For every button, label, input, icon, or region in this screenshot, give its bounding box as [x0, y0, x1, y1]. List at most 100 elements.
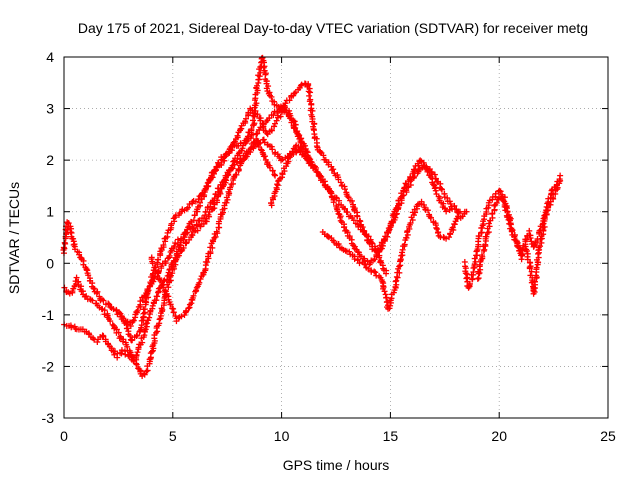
data-point	[388, 218, 395, 225]
data-point	[142, 292, 149, 299]
data-point	[533, 264, 540, 271]
data-point	[335, 240, 342, 247]
data-point	[396, 263, 403, 270]
data-point	[134, 332, 141, 339]
data-point	[165, 269, 172, 276]
data-point	[167, 301, 174, 308]
data-point	[540, 215, 547, 222]
data-point	[149, 260, 156, 267]
data-point	[247, 145, 254, 152]
data-point	[298, 135, 305, 142]
data-point	[330, 199, 337, 206]
data-point	[150, 278, 157, 285]
data-point	[273, 117, 280, 124]
data-point	[184, 229, 191, 236]
data-point	[324, 233, 331, 240]
data-point	[526, 265, 533, 272]
data-point	[430, 181, 437, 188]
data-point	[155, 256, 162, 263]
data-point	[383, 270, 390, 277]
data-point	[446, 198, 453, 205]
data-point	[340, 224, 347, 231]
data-point	[133, 361, 140, 368]
data-point	[514, 243, 521, 250]
data-point	[194, 227, 201, 234]
data-point	[200, 215, 207, 222]
data-point	[485, 220, 492, 227]
data-point	[197, 276, 204, 283]
data-point	[441, 205, 448, 212]
data-point	[457, 208, 464, 215]
data-point	[191, 212, 198, 219]
data-point	[142, 326, 149, 333]
data-point	[381, 288, 388, 295]
data-point	[204, 259, 211, 266]
data-point	[260, 136, 267, 143]
data-point	[127, 332, 134, 339]
x-tick-label: 10	[274, 428, 290, 444]
data-point	[528, 279, 535, 286]
data-point	[416, 165, 423, 172]
data-point	[141, 293, 148, 300]
data-point	[209, 244, 216, 251]
data-point	[417, 157, 424, 164]
data-point	[271, 123, 278, 130]
data-point	[74, 279, 81, 286]
data-point	[476, 233, 483, 240]
data-point	[185, 305, 192, 312]
data-point	[110, 306, 117, 313]
data-point	[474, 275, 481, 282]
data-point	[557, 172, 564, 179]
data-point	[232, 171, 239, 178]
data-point	[171, 243, 178, 250]
data-point	[288, 119, 295, 126]
y-tick-label: 0	[46, 255, 54, 271]
data-point	[230, 139, 237, 146]
data-point	[248, 126, 255, 133]
data-point	[133, 309, 140, 316]
data-point	[153, 293, 160, 300]
data-point	[534, 235, 541, 242]
data-point	[269, 146, 276, 153]
data-point	[134, 307, 141, 314]
data-point	[274, 181, 281, 188]
data-point	[401, 184, 408, 191]
data-point	[142, 298, 149, 305]
data-point	[227, 184, 234, 191]
data-point	[256, 127, 263, 134]
x-tick-label: 25	[600, 428, 616, 444]
data-point	[235, 166, 242, 173]
y-tick-label: -2	[42, 358, 55, 374]
data-point	[330, 166, 337, 173]
data-point	[446, 234, 453, 241]
data-point	[290, 125, 297, 132]
chart-title: Day 175 of 2021, Sidereal Day-to-day VTE…	[78, 20, 588, 36]
data-point	[257, 146, 264, 153]
data-point	[350, 217, 357, 224]
data-point	[536, 227, 543, 234]
data-point	[202, 208, 209, 215]
data-point	[156, 316, 163, 323]
data-point	[337, 217, 344, 224]
data-point	[268, 127, 275, 134]
data-point	[178, 313, 185, 320]
data-point	[213, 163, 220, 170]
data-point	[257, 69, 264, 76]
data-point	[111, 325, 118, 332]
data-point	[266, 114, 273, 121]
data-point	[344, 209, 351, 216]
data-point	[486, 223, 493, 230]
data-point	[497, 188, 504, 195]
data-point	[118, 347, 125, 354]
data-point	[317, 148, 324, 155]
data-point	[213, 228, 220, 235]
data-point	[449, 224, 456, 231]
data-point	[471, 255, 478, 262]
data-point	[411, 167, 418, 174]
data-point	[361, 228, 368, 235]
data-point	[485, 204, 492, 211]
data-point	[294, 130, 301, 137]
data-point	[271, 171, 278, 178]
data-point	[115, 329, 122, 336]
data-point	[193, 221, 200, 228]
